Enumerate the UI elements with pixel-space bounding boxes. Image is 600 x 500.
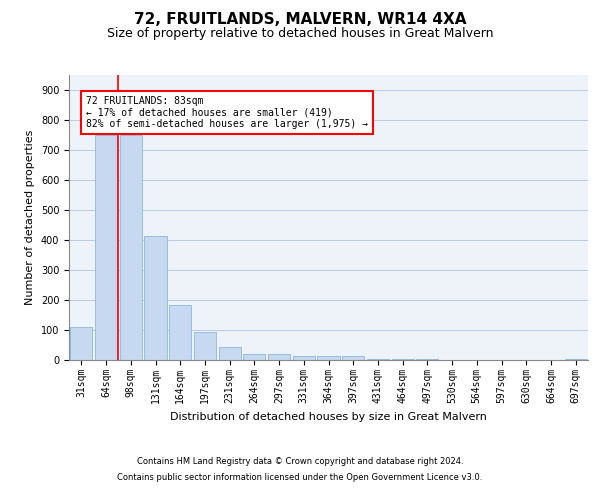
Bar — [317, 356, 340, 360]
Bar — [119, 135, 142, 360]
Bar — [367, 358, 389, 360]
Bar — [293, 356, 315, 360]
Text: 72, FRUITLANDS, MALVERN, WR14 4XA: 72, FRUITLANDS, MALVERN, WR14 4XA — [134, 12, 466, 28]
Bar — [218, 346, 241, 360]
Bar — [342, 356, 364, 360]
Bar — [169, 304, 191, 360]
Bar — [95, 135, 117, 360]
Text: Distribution of detached houses by size in Great Malvern: Distribution of detached houses by size … — [170, 412, 487, 422]
Bar — [243, 354, 265, 360]
Bar — [268, 354, 290, 360]
Text: Contains public sector information licensed under the Open Government Licence v3: Contains public sector information licen… — [118, 472, 482, 482]
Text: Contains HM Land Registry data © Crown copyright and database right 2024.: Contains HM Land Registry data © Crown c… — [137, 458, 463, 466]
Y-axis label: Number of detached properties: Number of detached properties — [25, 130, 35, 305]
Bar — [565, 359, 587, 360]
Text: Size of property relative to detached houses in Great Malvern: Size of property relative to detached ho… — [107, 28, 493, 40]
Text: 72 FRUITLANDS: 83sqm
← 17% of detached houses are smaller (419)
82% of semi-deta: 72 FRUITLANDS: 83sqm ← 17% of detached h… — [86, 96, 368, 129]
Bar — [145, 236, 167, 360]
Bar — [194, 332, 216, 360]
Bar — [70, 327, 92, 360]
